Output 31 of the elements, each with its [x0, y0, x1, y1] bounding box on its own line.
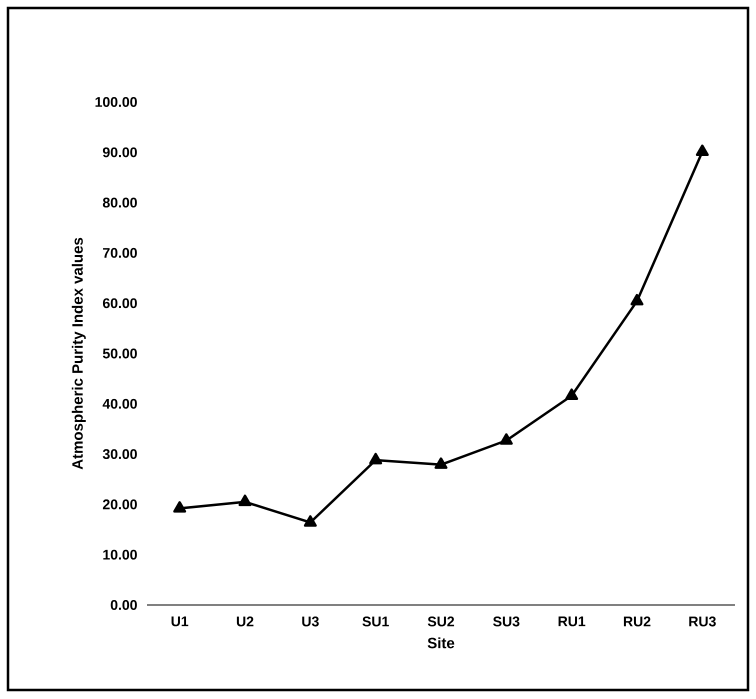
- point: [369, 452, 382, 464]
- point: [630, 294, 644, 306]
- point: [238, 494, 252, 506]
- y-tick-label: 100.00: [96, 97, 137, 107]
- y-tick-label: 80.00: [102, 198, 137, 208]
- point: [565, 388, 578, 400]
- x-tick-label: RU3: [689, 616, 716, 626]
- y-tick-label: 30.00: [102, 449, 137, 460]
- x-tick-label: RU2: [624, 616, 650, 626]
- x-tick-label: U1: [172, 616, 188, 626]
- x-tick-label: SU1: [362, 616, 389, 626]
- y-tick-label: 20.00: [102, 499, 137, 510]
- x-tick-label: RU1: [558, 616, 586, 626]
- point: [304, 515, 317, 527]
- x-tick-label: U2: [236, 616, 254, 626]
- y-tick-label: 50.00: [102, 348, 137, 358]
- y-tick-label: 10.00: [103, 550, 137, 560]
- x-tick-label: SU3: [493, 616, 520, 626]
- y-tick-label: 70.00: [103, 248, 137, 258]
- y-tick-label: 40.00: [102, 398, 137, 409]
- point: [696, 144, 709, 156]
- point: [500, 433, 513, 445]
- y-tick-label: 60.00: [102, 298, 137, 308]
- x-tick-label: SU2: [428, 616, 454, 626]
- y-tick-label: 90.00: [102, 147, 137, 158]
- x-tick-label: U3: [302, 616, 319, 626]
- y-axis-title: Atmospheric Purity Index values: [72, 238, 86, 470]
- point: [434, 457, 448, 469]
- x-axis-title: Site: [428, 637, 454, 648]
- point: [173, 501, 186, 513]
- y-tick-label: 0.00: [110, 600, 137, 610]
